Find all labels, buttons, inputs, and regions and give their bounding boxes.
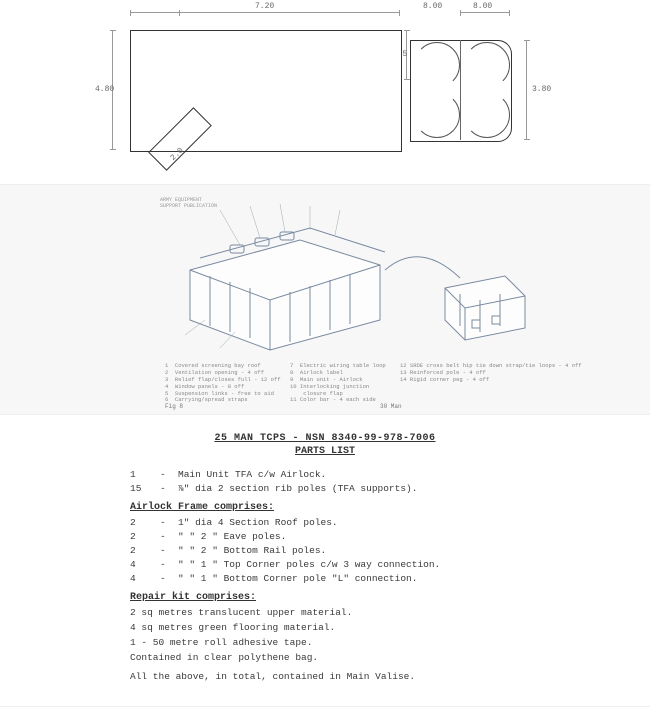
- iso-legend-mid: 7 Electric wiring table loop 8 Airlock l…: [290, 363, 390, 404]
- parts-qty: 2: [130, 531, 160, 542]
- parts-subtitle: PARTS LIST: [130, 446, 520, 457]
- parts-qty: 15: [130, 483, 160, 494]
- parts-desc: Main Unit TFA c/w Airlock.: [178, 469, 520, 480]
- parts-qty: 1: [130, 469, 160, 480]
- iso-airlock: [385, 257, 525, 340]
- parts-line: 4-" " 1 " Bottom Corner pole "L" connect…: [130, 573, 520, 584]
- dim-airlock-h-line: [526, 40, 527, 140]
- parts-line: 2-1" dia 4 Section Roof poles.: [130, 517, 520, 528]
- parts-closing: All the above, in total, contained in Ma…: [130, 671, 520, 682]
- parts-repair-line: 4 sq metres green flooring material.: [130, 622, 520, 633]
- parts-desc: " " 1 " Bottom Corner pole "L" connectio…: [178, 573, 520, 584]
- parts-qty: 2: [130, 517, 160, 528]
- parts-list-panel: 25 MAN TCPS - NSN 8340-99-978-7006 PARTS…: [0, 415, 650, 707]
- parts-repair-items: 2 sq metres translucent upper material. 4…: [130, 607, 520, 663]
- parts-dash: -: [160, 483, 178, 494]
- parts-desc: " " 2 " Eave poles.: [178, 531, 520, 542]
- parts-repair-line: 1 - 50 metre roll adhesive tape.: [130, 637, 520, 648]
- dim-airlock-a: 8.00: [423, 2, 442, 11]
- repair-heading: Repair kit comprises:: [130, 592, 520, 603]
- iso-drawing-panel: ARMY EQUIPMENT SUPPORT PUBLICATION: [0, 185, 650, 415]
- parts-desc: " " 1 " Top Corner poles c/w 3 way conne…: [178, 559, 520, 570]
- dim-airlock-b: 8.00: [473, 2, 492, 11]
- dim-airlock-b-line: [460, 12, 510, 13]
- dim-airlock-a-line: [130, 12, 180, 13]
- dim-width-overall: 7.20: [255, 2, 274, 11]
- parts-dash: -: [160, 559, 178, 570]
- parts-title: 25 MAN TCPS - NSN 8340-99-978-7006: [130, 433, 520, 444]
- parts-main-items: 1-Main Unit TFA c/w Airlock. 15-⅞" dia 2 …: [130, 469, 520, 494]
- plan-drawing-panel: 7.20 8.00 8.00 4.80 3.80 2.05 2.0: [0, 0, 650, 185]
- parts-qty: 4: [130, 573, 160, 584]
- parts-qty: 2: [130, 545, 160, 556]
- parts-line: 2-" " 2 " Eave poles.: [130, 531, 520, 542]
- parts-repair-line: 2 sq metres translucent upper material.: [130, 607, 520, 618]
- parts-line: 2-" " 2 " Bottom Rail poles.: [130, 545, 520, 556]
- iso-main-tent: [190, 228, 385, 350]
- iso-legend-left: 1 Covered screening bay roof 2 Ventilati…: [165, 363, 275, 404]
- parts-airlock-items: 2-1" dia 4 Section Roof poles.2-" " 2 " …: [130, 517, 520, 584]
- iso-legend-right: 12 SRDE cross belt hip tie down strap/ti…: [400, 363, 530, 384]
- iso-fig-right: 30 Man: [380, 403, 402, 410]
- parts-line: 1-Main Unit TFA c/w Airlock.: [130, 469, 520, 480]
- parts-line: 4-" " 1 " Top Corner poles c/w 3 way con…: [130, 559, 520, 570]
- parts-dash: -: [160, 545, 178, 556]
- parts-dash: -: [160, 469, 178, 480]
- parts-qty: 4: [130, 559, 160, 570]
- parts-dash: -: [160, 573, 178, 584]
- dim-height-overall: 4.80: [95, 85, 114, 94]
- parts-repair-line: Contained in clear polythene bag.: [130, 652, 520, 663]
- dim-airlock-h: 3.80: [532, 85, 551, 94]
- airlock-heading: Airlock Frame comprises:: [130, 502, 520, 513]
- parts-dash: -: [160, 531, 178, 542]
- iso-drawing: [160, 200, 530, 360]
- parts-dash: -: [160, 517, 178, 528]
- plan-drawing: 7.20 8.00 8.00 4.80 3.80 2.05 2.0: [130, 30, 520, 165]
- plan-airlock-divider: [460, 40, 461, 140]
- iso-fig-left: Fig 8: [165, 403, 183, 410]
- parts-desc: " " 2 " Bottom Rail poles.: [178, 545, 520, 556]
- parts-desc: ⅞" dia 2 section rib poles (TFA supports…: [178, 483, 520, 494]
- parts-line: 15-⅞" dia 2 section rib poles (TFA suppo…: [130, 483, 520, 494]
- parts-desc: 1" dia 4 Section Roof poles.: [178, 517, 520, 528]
